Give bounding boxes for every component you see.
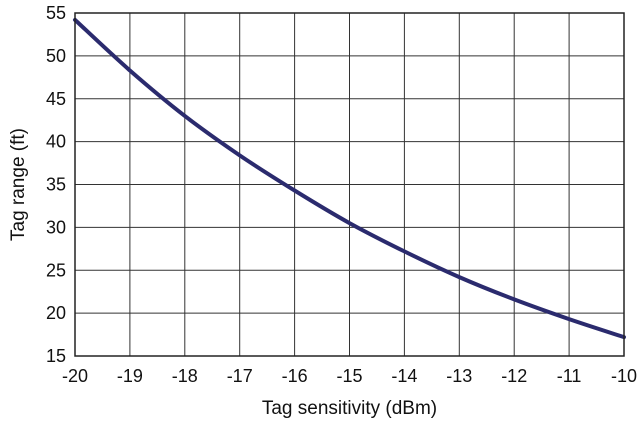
x-tick-label: -16 xyxy=(282,366,308,386)
x-tick-label: -11 xyxy=(557,366,582,386)
x-tick-label: -14 xyxy=(391,366,417,386)
x-tick-label: -10 xyxy=(611,366,637,386)
x-tick-label: -17 xyxy=(227,366,253,386)
x-tick-label: -20 xyxy=(62,366,88,386)
y-tick-label: 55 xyxy=(46,3,66,23)
tick-labels: -20 -19 -18 -17 -16 -15 -14 -13 -12 -11 -10 15 20 25 3… xyxy=(46,3,637,386)
y-tick-label: 30 xyxy=(46,217,66,237)
x-tick-label: -12 xyxy=(501,366,527,386)
grid xyxy=(74,12,625,357)
x-tick-label: -18 xyxy=(172,366,198,386)
series-line xyxy=(73,17,626,340)
series-layer xyxy=(73,17,626,340)
x-tick-label: -13 xyxy=(446,366,472,386)
y-axis-label: Tag range (ft) xyxy=(8,128,29,241)
y-tick-label: 25 xyxy=(46,260,66,280)
x-tick-label: -19 xyxy=(117,366,143,386)
y-tick-label: 35 xyxy=(46,175,66,195)
y-tick-label: 15 xyxy=(46,346,66,366)
y-tick-label: 45 xyxy=(46,89,66,109)
x-axis-label: Tag sensitivity (dBm) xyxy=(262,398,437,419)
y-tick-label: 40 xyxy=(46,132,66,152)
y-tick-label: 50 xyxy=(46,46,66,66)
plot-frame xyxy=(74,12,625,357)
y-tick-label: 20 xyxy=(46,303,66,323)
x-tick-label: -15 xyxy=(336,366,362,386)
